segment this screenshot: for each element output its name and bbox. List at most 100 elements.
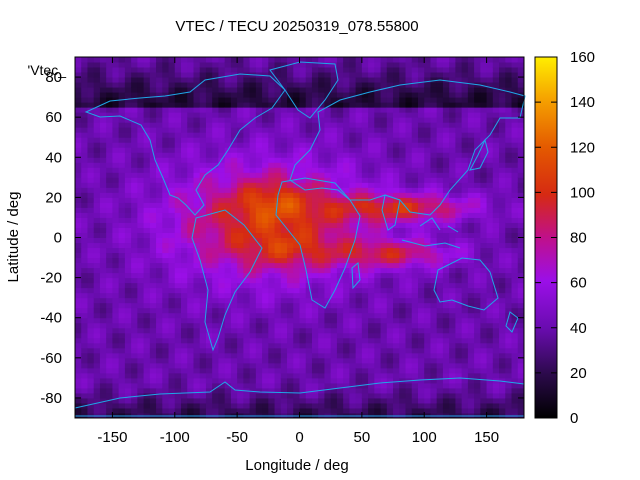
heatmap-cell — [280, 277, 288, 284]
heatmap-cell — [131, 312, 138, 319]
heatmap-cell — [168, 332, 176, 339]
heatmap-cell — [268, 107, 276, 113]
heatmap-cell — [380, 297, 388, 304]
heatmap-cell — [386, 407, 394, 414]
heatmap-cell — [330, 147, 338, 153]
heatmap-cell — [474, 92, 481, 98]
heatmap-cell — [199, 302, 207, 309]
heatmap-cell — [99, 157, 107, 163]
heatmap-cell — [87, 152, 95, 158]
heatmap-cell — [424, 92, 431, 98]
heatmap-cell — [324, 77, 332, 83]
heatmap-cell — [324, 172, 332, 178]
heatmap-cell — [174, 152, 182, 158]
heatmap-cell — [436, 372, 444, 379]
heatmap-cell — [106, 312, 113, 319]
heatmap-cell — [436, 327, 444, 334]
heatmap-cell — [99, 267, 107, 274]
heatmap-cell — [81, 392, 88, 399]
heatmap-cell — [467, 172, 475, 178]
heatmap-cell — [492, 387, 500, 394]
heatmap-cell — [255, 392, 263, 399]
heatmap-cell — [417, 72, 425, 78]
heatmap-cell — [93, 172, 101, 178]
heatmap-cell — [355, 72, 363, 78]
heatmap-cell — [205, 407, 213, 414]
heatmap-cell — [131, 232, 138, 238]
heatmap-cell — [174, 237, 182, 244]
heatmap-cell — [386, 242, 394, 249]
heatmap-cell — [486, 312, 494, 319]
heatmap-cell — [230, 172, 238, 178]
heatmap-cell — [143, 192, 151, 198]
heatmap-cell — [330, 292, 338, 299]
heatmap-cell — [162, 227, 170, 233]
heatmap-cell — [324, 197, 332, 203]
heatmap-cell — [99, 377, 107, 384]
heatmap-cell — [343, 142, 350, 148]
heatmap-cell — [137, 237, 145, 244]
heatmap-cell — [442, 342, 450, 349]
heatmap-cell — [449, 107, 456, 113]
heatmap-cell — [474, 87, 481, 93]
heatmap-cell — [311, 237, 319, 244]
heatmap-cell — [399, 157, 407, 163]
heatmap-cell — [386, 337, 394, 344]
heatmap-cell — [480, 317, 488, 324]
heatmap-cell — [311, 57, 319, 63]
heatmap-cell — [417, 302, 425, 309]
heatmap-cell — [399, 182, 407, 188]
heatmap-cell — [262, 287, 269, 294]
heatmap-cell — [237, 307, 244, 314]
heatmap-cell — [87, 142, 95, 148]
heatmap-cell — [93, 67, 101, 73]
heatmap-cell — [162, 332, 170, 339]
heatmap-cell — [361, 372, 369, 379]
heatmap-cell — [187, 107, 194, 113]
heatmap-cell — [480, 397, 488, 404]
heatmap-cell — [474, 262, 481, 269]
heatmap-cell — [218, 107, 226, 113]
heatmap-cell — [405, 62, 413, 68]
heatmap-cell — [336, 367, 344, 374]
heatmap-cell — [193, 87, 201, 93]
heatmap-cell — [181, 362, 188, 369]
heatmap-cell — [293, 202, 300, 208]
heatmap-cell — [224, 402, 232, 409]
heatmap-cell — [405, 337, 413, 344]
heatmap-cell — [474, 272, 481, 279]
heatmap-cell — [442, 107, 450, 113]
heatmap-cell — [399, 167, 407, 173]
heatmap-cell — [106, 352, 113, 359]
heatmap-cell — [262, 247, 269, 254]
heatmap-cell — [287, 382, 294, 389]
heatmap-cell — [112, 77, 120, 83]
heatmap-cell — [411, 132, 419, 138]
heatmap-cell — [361, 242, 369, 249]
heatmap-cell — [181, 342, 188, 349]
heatmap-cell — [237, 402, 244, 409]
heatmap-cell — [499, 162, 506, 168]
heatmap-cell — [75, 302, 82, 309]
heatmap-cell — [480, 107, 488, 113]
heatmap-cell — [355, 287, 363, 294]
heatmap-cell — [87, 92, 95, 98]
heatmap-cell — [112, 402, 120, 409]
heatmap-cell — [205, 182, 213, 188]
heatmap-cell — [311, 67, 319, 73]
heatmap-cell — [143, 67, 151, 73]
heatmap-cell — [318, 217, 325, 223]
heatmap-cell — [156, 282, 163, 289]
heatmap-cell — [168, 82, 176, 88]
heatmap-cell — [411, 342, 419, 349]
heatmap-cell — [274, 207, 282, 213]
heatmap-cell — [486, 192, 494, 198]
heatmap-cell — [199, 127, 207, 133]
heatmap-cell — [467, 382, 475, 389]
heatmap-cell — [499, 62, 506, 68]
heatmap-cell — [393, 257, 400, 264]
heatmap-cell — [162, 292, 170, 299]
heatmap-cell — [492, 332, 500, 339]
heatmap-cell — [143, 357, 151, 364]
heatmap-cell — [118, 77, 126, 83]
